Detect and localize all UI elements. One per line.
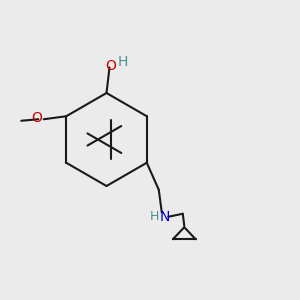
Text: O: O xyxy=(32,111,43,125)
Text: H: H xyxy=(150,210,159,223)
Text: H: H xyxy=(118,55,128,69)
Text: O: O xyxy=(106,59,116,73)
Text: N: N xyxy=(160,210,170,224)
